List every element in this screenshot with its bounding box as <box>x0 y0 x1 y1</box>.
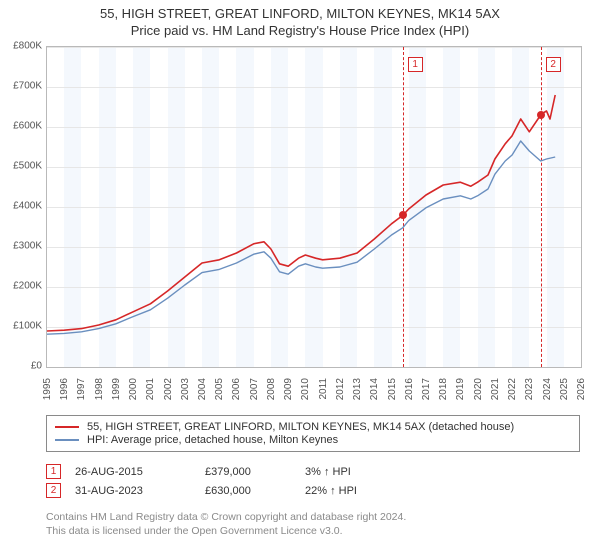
y-axis-label: £400K <box>0 201 42 212</box>
event-date: 26-AUG-2015 <box>75 466 205 478</box>
y-axis-label: £200K <box>0 281 42 292</box>
x-axis-label: 1999 <box>115 372 126 394</box>
event-marker: 2 <box>46 483 61 498</box>
chart-title-line1: 55, HIGH STREET, GREAT LINFORD, MILTON K… <box>0 6 600 23</box>
chart-lines <box>47 47 581 367</box>
y-axis-label: £600K <box>0 121 42 132</box>
footer-line1: Contains HM Land Registry data © Crown c… <box>46 510 580 524</box>
series-price_paid <box>47 95 555 331</box>
x-axis-label: 2012 <box>339 372 350 394</box>
event-row: 2 31-AUG-2023£630,00022% ↑ HPI <box>46 483 580 498</box>
x-axis-label: 1996 <box>63 372 74 394</box>
x-axis-label: 2013 <box>356 372 367 394</box>
marker-box: 2 <box>546 57 561 72</box>
x-axis-label: 2008 <box>270 372 281 394</box>
x-axis-label: 2020 <box>477 372 488 394</box>
x-axis-label: 2001 <box>149 372 160 394</box>
x-axis-label: 2016 <box>408 372 419 394</box>
x-axis-label: 2024 <box>546 372 557 394</box>
chart: 12 £0£100K£200K£300K£400K£500K£600K£700K… <box>0 42 600 412</box>
x-axis-label: 2010 <box>304 372 315 394</box>
x-axis-label: 2017 <box>425 372 436 394</box>
y-axis-label: £500K <box>0 161 42 172</box>
legend: 55, HIGH STREET, GREAT LINFORD, MILTON K… <box>46 415 580 452</box>
footer-line2: This data is licensed under the Open Gov… <box>46 524 580 538</box>
x-axis-label: 2021 <box>494 372 505 394</box>
y-axis-label: £100K <box>0 321 42 332</box>
x-axis-label: 2019 <box>459 372 470 394</box>
x-axis-label: 2011 <box>322 372 333 394</box>
plot-area: 12 <box>46 46 582 368</box>
x-axis-label: 2026 <box>580 372 591 394</box>
x-axis-label: 2005 <box>218 372 229 394</box>
x-axis-label: 1997 <box>80 372 91 394</box>
event-price: £630,000 <box>205 485 305 497</box>
event-date: 31-AUG-2023 <box>75 485 205 497</box>
x-axis-label: 2009 <box>287 372 298 394</box>
x-axis-label: 2015 <box>391 372 402 394</box>
y-axis-label: £700K <box>0 81 42 92</box>
x-axis-label: 2023 <box>528 372 539 394</box>
legend-item: HPI: Average price, detached house, Milt… <box>55 434 571 446</box>
marker-dot <box>399 211 407 219</box>
legend-swatch <box>55 439 79 441</box>
x-axis-label: 2004 <box>201 372 212 394</box>
x-axis-label: 2022 <box>511 372 522 394</box>
legend-item: 55, HIGH STREET, GREAT LINFORD, MILTON K… <box>55 421 571 433</box>
x-axis-label: 2014 <box>373 372 384 394</box>
marker-box: 1 <box>408 57 423 72</box>
event-table: 1 26-AUG-2015£379,0003% ↑ HPI 2 31-AUG-2023… <box>46 460 580 502</box>
marker-dot <box>537 111 545 119</box>
event-price: £379,000 <box>205 466 305 478</box>
legend-label: HPI: Average price, detached house, Milt… <box>87 434 338 446</box>
x-axis-label: 2000 <box>132 372 143 394</box>
series-hpi <box>47 141 555 334</box>
x-axis-label: 1998 <box>98 372 109 394</box>
x-axis-label: 2025 <box>563 372 574 394</box>
legend-swatch <box>55 426 79 428</box>
event-row: 1 26-AUG-2015£379,0003% ↑ HPI <box>46 464 580 479</box>
x-axis-label: 2006 <box>235 372 246 394</box>
x-axis-label: 2002 <box>167 372 178 394</box>
y-axis-label: £800K <box>0 41 42 52</box>
footer: Contains HM Land Registry data © Crown c… <box>46 510 580 538</box>
event-marker: 1 <box>46 464 61 479</box>
chart-title-line2: Price paid vs. HM Land Registry's House … <box>0 23 600 40</box>
x-axis-label: 1995 <box>46 372 57 394</box>
y-axis-label: £0 <box>0 361 42 372</box>
x-axis-label: 2007 <box>253 372 264 394</box>
legend-label: 55, HIGH STREET, GREAT LINFORD, MILTON K… <box>87 421 514 433</box>
x-axis-label: 2003 <box>184 372 195 394</box>
event-note: 22% ↑ HPI <box>305 485 580 497</box>
event-note: 3% ↑ HPI <box>305 466 580 478</box>
x-axis-label: 2018 <box>442 372 453 394</box>
y-axis-label: £300K <box>0 241 42 252</box>
